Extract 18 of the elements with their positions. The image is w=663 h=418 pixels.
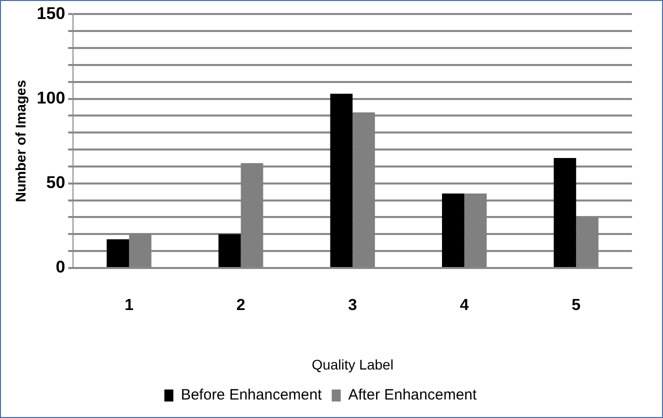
bar: [442, 194, 464, 267]
y-tick-label: 100: [36, 88, 66, 108]
x-tick-label: 5: [572, 297, 581, 314]
bar: [554, 158, 576, 267]
y-tick-label: 150: [36, 4, 66, 23]
x-axis-title: Quality Label: [312, 356, 394, 372]
y-tick-label: 50: [46, 173, 66, 192]
x-tick-label: 1: [124, 297, 134, 314]
bar: [106, 239, 130, 267]
x-tick-label: 3: [348, 297, 358, 314]
bar: [330, 94, 353, 267]
legend-label: Before Enhancement: [180, 386, 323, 404]
legend-label: After Enhancement: [348, 386, 478, 404]
x-tick-label: 2: [236, 297, 246, 314]
x-tick-label: 4: [460, 297, 469, 314]
y-tick-label: 0: [56, 258, 66, 277]
bar: [218, 234, 241, 267]
y-axis-title: Number of Images: [12, 80, 28, 202]
